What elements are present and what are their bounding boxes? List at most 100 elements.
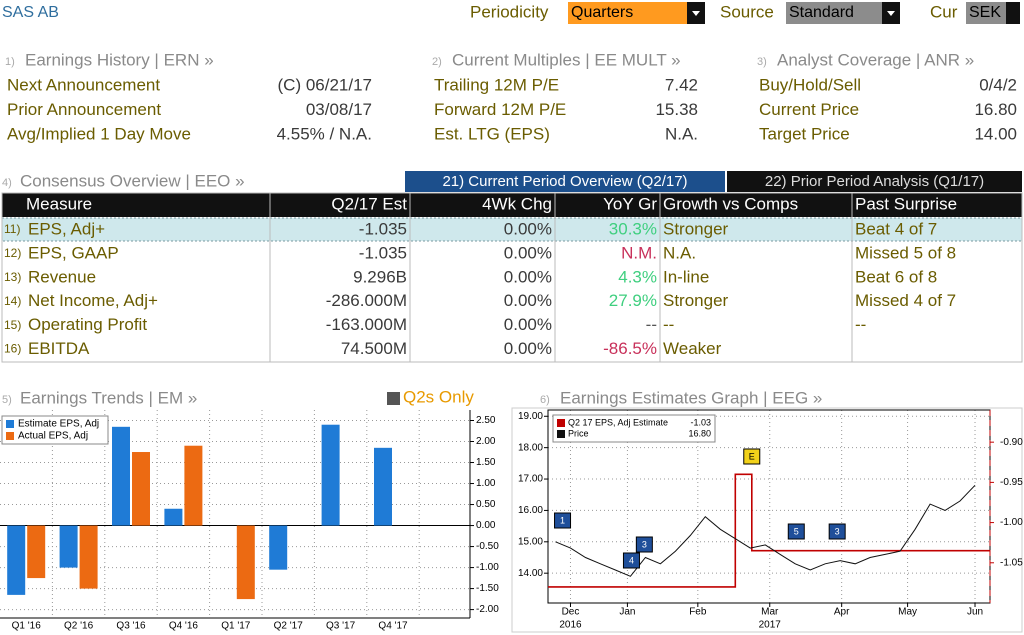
row-value: 15.38 — [655, 100, 698, 119]
cell: N.A. — [663, 243, 696, 262]
panel-number: 5) — [2, 394, 12, 406]
cell: 0.00% — [504, 267, 552, 286]
x-tick-label: Q1 '17 — [221, 621, 251, 632]
cell: EBITDA — [28, 339, 90, 358]
y-tick-label: 2.00 — [476, 436, 496, 447]
bar — [269, 525, 288, 570]
y2-tick-label: -0.95 — [1000, 477, 1023, 488]
y-tick-label: 19.00 — [518, 411, 543, 422]
column-header: Growth vs Comps — [663, 194, 798, 213]
chart-bg — [511, 407, 1023, 633]
x-tick-label: Mar — [761, 607, 779, 618]
column-header: YoY Gr — [603, 194, 657, 213]
legend — [552, 414, 716, 443]
row-number: 13) — [4, 270, 21, 284]
event-label[interactable]: 3 — [642, 539, 647, 549]
y-tick-label: -0.50 — [476, 541, 499, 552]
cell: Missed 4 of 7 — [855, 291, 956, 310]
y-tick-label: 0.50 — [476, 499, 496, 510]
event-label[interactable]: 4 — [629, 555, 634, 565]
tab[interactable] — [405, 171, 725, 192]
event-marker[interactable] — [554, 512, 572, 529]
row-number: 14) — [4, 294, 21, 308]
dropdown[interactable] — [568, 2, 705, 24]
plot-border — [547, 409, 991, 604]
legend-swatch — [557, 419, 565, 427]
row-value: N.A. — [665, 124, 698, 143]
x-tick-label: Q4 '16 — [169, 621, 199, 632]
event-marker[interactable] — [622, 552, 640, 569]
panel-title[interactable]: Earnings Trends | EM » — [20, 388, 197, 407]
x-tick-label: Q2 '16 — [64, 621, 94, 632]
row-number: 12) — [4, 246, 21, 260]
line-series — [555, 484, 976, 577]
cell: Beat 4 of 7 — [855, 219, 937, 238]
y2-tick-label: -0.90 — [1000, 437, 1023, 448]
year-label: 2016 — [559, 620, 582, 631]
legend-swatch — [6, 432, 14, 440]
event-label[interactable]: E — [749, 451, 755, 461]
dropdown-value[interactable]: Quarters — [571, 4, 633, 21]
x-tick-label: Dec — [562, 607, 580, 618]
cell: Stronger — [663, 291, 729, 310]
row-value: 7.42 — [665, 75, 698, 94]
cell: EPS, GAAP — [28, 243, 119, 262]
cell: N.M. — [621, 243, 657, 262]
x-tick-label: May — [898, 607, 917, 618]
cell: 4.3% — [618, 267, 657, 286]
row-number: 15) — [4, 318, 21, 332]
y-tick-label: 1.00 — [476, 478, 496, 489]
dropdown[interactable] — [786, 2, 900, 24]
legend-label: Price — [568, 428, 589, 438]
event-marker[interactable] — [787, 523, 805, 540]
cell: -286.000M — [326, 291, 407, 310]
cell: 0.00% — [504, 339, 552, 358]
event-label[interactable]: 5 — [794, 526, 799, 536]
bar — [112, 426, 130, 526]
event-marker[interactable] — [743, 448, 761, 465]
cell: -1.035 — [359, 243, 407, 262]
row-number: 16) — [4, 342, 21, 356]
panel-title[interactable]: Consensus Overview | EEO » — [20, 171, 245, 190]
y-tick-label: 17.00 — [518, 474, 543, 485]
column-header: Past Surprise — [855, 194, 957, 213]
x-tick-label: Jan — [619, 607, 635, 618]
y-tick-label: -1.00 — [476, 562, 499, 573]
cell: 9.296B — [353, 267, 407, 286]
tab-label[interactable]: 21) Current Period Overview (Q2/17) — [442, 173, 687, 190]
event-label[interactable]: 3 — [835, 526, 840, 536]
x-tick-label: Apr — [834, 607, 850, 618]
legend-value: 16.80 — [688, 428, 711, 438]
cell: 0.00% — [504, 243, 552, 262]
tab-label[interactable]: 22) Prior Period Analysis (Q1/17) — [765, 173, 984, 190]
y2-tick-label: -1.05 — [1000, 557, 1023, 568]
cell: Revenue — [28, 267, 96, 286]
dropdown[interactable] — [966, 2, 1018, 24]
column-header: Measure — [26, 194, 92, 213]
checkbox-label[interactable]: Q2s Only — [403, 387, 474, 406]
row-label: Forward 12M P/E — [434, 100, 566, 119]
panel-title[interactable]: Earnings Estimates Graph | EEG » — [560, 388, 822, 407]
x-tick-label: Q3 '16 — [116, 621, 146, 632]
row-label: Trailing 12M P/E — [434, 75, 559, 94]
cell: -- — [646, 315, 657, 334]
column-header: 4Wk Chg — [482, 194, 552, 213]
event-marker[interactable] — [828, 523, 846, 540]
event-marker[interactable] — [635, 536, 653, 553]
event-label[interactable]: 1 — [560, 515, 565, 525]
panel-title[interactable]: Current Multiples | EE MULT » — [452, 50, 681, 69]
column-header: Q2/17 Est — [331, 194, 407, 213]
x-tick-label: Feb — [689, 607, 707, 618]
panel-title[interactable]: Earnings History | ERN » — [25, 50, 214, 69]
checkbox[interactable] — [387, 392, 400, 405]
cell: In-line — [663, 267, 709, 286]
cell: -1.035 — [359, 219, 407, 238]
dropdown-value[interactable]: Standard — [789, 4, 854, 21]
dropdown-value[interactable]: SEK — [969, 4, 1001, 21]
cell: 0.00% — [504, 291, 552, 310]
cell: Operating Profit — [28, 315, 147, 334]
tab[interactable] — [727, 171, 1022, 192]
panel-title[interactable]: Analyst Coverage | ANR » — [777, 50, 974, 69]
cell: -- — [663, 315, 674, 334]
y-tick-label: 1.50 — [476, 457, 496, 468]
